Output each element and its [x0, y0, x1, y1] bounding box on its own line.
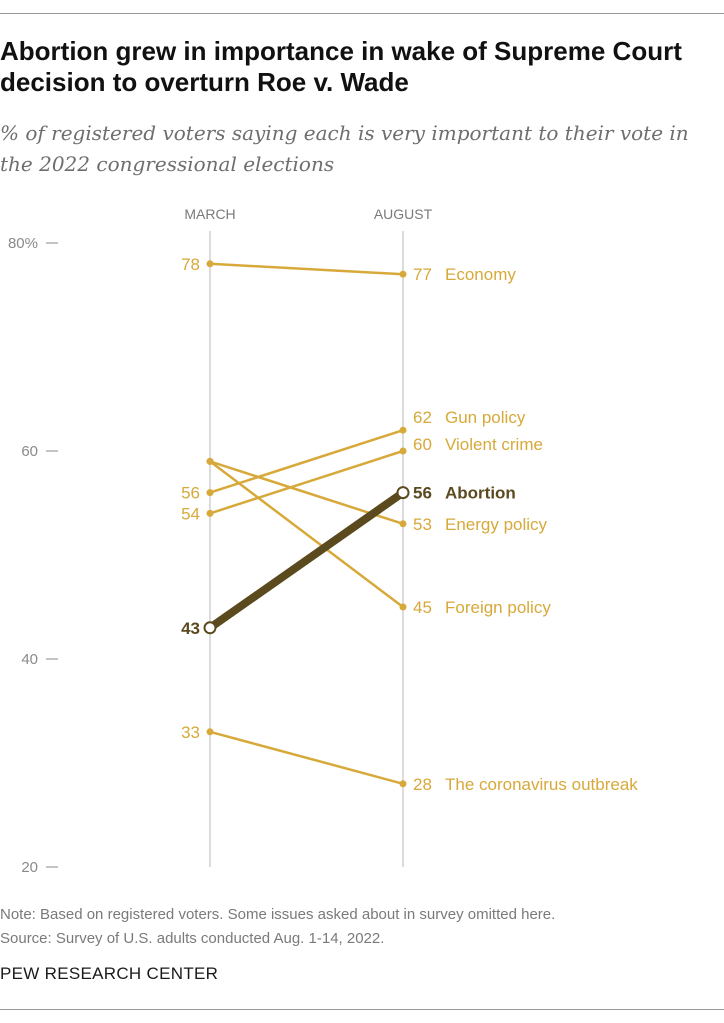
end-value-energy-policy: 53: [413, 515, 432, 534]
end-point-economy: [399, 270, 407, 278]
labels-layer: 78 77 Economy 56 62 Gun policy 54 60 Violent cri…: [181, 255, 638, 794]
end-value-gun-policy: 62: [413, 408, 432, 427]
end-point-abortion: [396, 486, 410, 500]
lines-layer: [203, 260, 410, 788]
start-point-gun-policy: [206, 489, 214, 497]
end-point-the-coronavirus-outbreak: [399, 780, 407, 788]
start-value-abortion: 43: [181, 619, 200, 638]
bottom-rule: [0, 1009, 724, 1010]
y-tick-label: 40: [21, 651, 38, 668]
chart-subtitle: % of registered voters saying each is ve…: [0, 121, 689, 176]
start-value-economy: 78: [181, 255, 200, 274]
series-label-energy-policy: Energy policy: [445, 515, 548, 534]
series-line-foreign-policy: [208, 460, 405, 609]
top-rule: [0, 13, 724, 14]
column-header-august: AUGUST: [374, 206, 433, 222]
series-label-the-coronavirus-outbreak: The coronavirus outbreak: [445, 775, 638, 794]
slope-chart: MARCH AUGUST 80% 60 40 20 78 77 Economy 56 62 Gun …: [8, 206, 638, 876]
start-value-violent-crime: 54: [181, 504, 200, 523]
publisher-footer: PEW RESEARCH CENTER: [0, 964, 219, 983]
start-point-abortion: [203, 621, 217, 635]
series-label-violent-crime: Violent crime: [445, 435, 543, 454]
series-label-gun-policy: Gun policy: [445, 408, 526, 427]
end-point-gun-policy: [399, 426, 407, 434]
end-value-economy: 77: [413, 265, 432, 284]
end-value-the-coronavirus-outbreak: 28: [413, 775, 432, 794]
start-value-gun-policy: 56: [181, 484, 200, 503]
start-point-violent-crime: [206, 509, 214, 517]
series-label-foreign-policy: Foreign policy: [445, 598, 551, 617]
column-header-march: MARCH: [184, 206, 235, 222]
series-line-abortion: [206, 488, 407, 632]
end-value-abortion: 56: [413, 484, 432, 503]
end-point-violent-crime: [399, 447, 407, 455]
axes-layer: MARCH AUGUST 80% 60 40 20: [8, 206, 433, 876]
end-value-violent-crime: 60: [413, 435, 432, 454]
series-line-economy: [208, 262, 405, 276]
y-tick-label: 60: [21, 443, 38, 460]
end-point-energy-policy: [399, 520, 407, 528]
series-line-violent-crime: [208, 449, 405, 515]
end-point-foreign-policy: [399, 603, 407, 611]
series-line-the-coronavirus-outbreak: [208, 730, 405, 786]
start-point-the-coronavirus-outbreak: [206, 728, 214, 736]
start-point-economy: [206, 260, 214, 268]
y-tick-label: 80%: [8, 235, 38, 252]
chart-source: Source: Survey of U.S. adults conducted …: [0, 930, 385, 947]
chart-title: Abortion grew in importance in wake of S…: [0, 36, 682, 97]
series-label-economy: Economy: [445, 265, 516, 284]
start-value-the-coronavirus-outbreak: 33: [181, 723, 200, 742]
start-point-foreign-policy: [206, 457, 214, 465]
series-label-abortion: Abortion: [445, 484, 516, 503]
end-value-foreign-policy: 45: [413, 598, 432, 617]
y-tick-label: 20: [21, 859, 38, 876]
series-line-gun-policy: [208, 428, 405, 494]
chart-note: Note: Based on registered voters. Some i…: [0, 906, 556, 923]
